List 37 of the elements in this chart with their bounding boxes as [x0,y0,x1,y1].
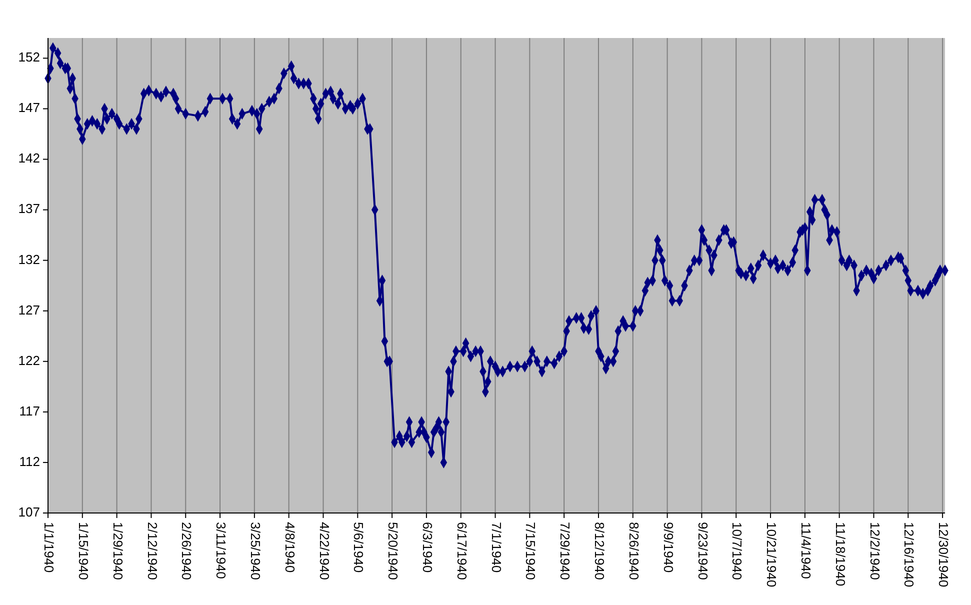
x-tick-label: 9/9/1940 [660,522,676,573]
y-tick-label: 107 [18,504,40,520]
y-tick-label: 132 [18,252,40,267]
y-tick-label: 152 [18,50,40,65]
y-tick-label: 147 [18,100,40,116]
x-tick-label: 2/12/1940 [144,522,160,580]
x-tick-label: 3/11/1940 [214,522,229,579]
x-tick-label: 5/6/1940 [351,522,366,573]
x-tick-label: 7/15/1940 [523,522,538,580]
x-tick-label: 6/17/1940 [454,522,470,580]
x-tick-label: 6/3/1940 [420,522,436,573]
y-tick-label: 137 [18,201,40,216]
x-tick-label: 5/20/1940 [386,522,401,580]
x-tick-label: 12/16/1940 [902,522,917,588]
x-tick-label: 10/7/1940 [730,522,745,580]
x-tick-label: 12/30/1940 [936,522,952,588]
x-tick-label: 4/22/1940 [316,522,332,580]
x-tick-label: 3/25/1940 [248,522,263,580]
x-tick-label: 1/15/1940 [76,522,91,580]
x-tick-label: 11/18/1940 [832,522,848,586]
y-tick-label: 127 [18,302,40,318]
x-tick-label: 10/21/1940 [764,522,780,588]
x-tick-label: 4/8/1940 [282,522,298,573]
y-tick-label: 117 [19,403,40,418]
x-tick-label: 11/4/1940 [798,522,814,579]
x-tick-label: 8/26/1940 [626,522,642,580]
x-tick-label: 9/23/1940 [695,522,710,580]
y-tick-label: 142 [18,150,40,166]
x-tick-label: 7/1/1940 [488,522,504,573]
y-tick-label: 112 [19,454,40,469]
y-tick-label: 122 [18,352,40,368]
x-tick-label: 1/1/1940 [42,522,57,573]
x-tick-label: 12/2/1940 [867,522,882,580]
x-tick-label: 8/12/1940 [592,522,608,580]
x-tick-label: 1/29/1940 [110,522,126,580]
x-tick-label: 2/26/1940 [179,522,194,580]
x-tick-label: 7/29/1940 [558,522,573,580]
